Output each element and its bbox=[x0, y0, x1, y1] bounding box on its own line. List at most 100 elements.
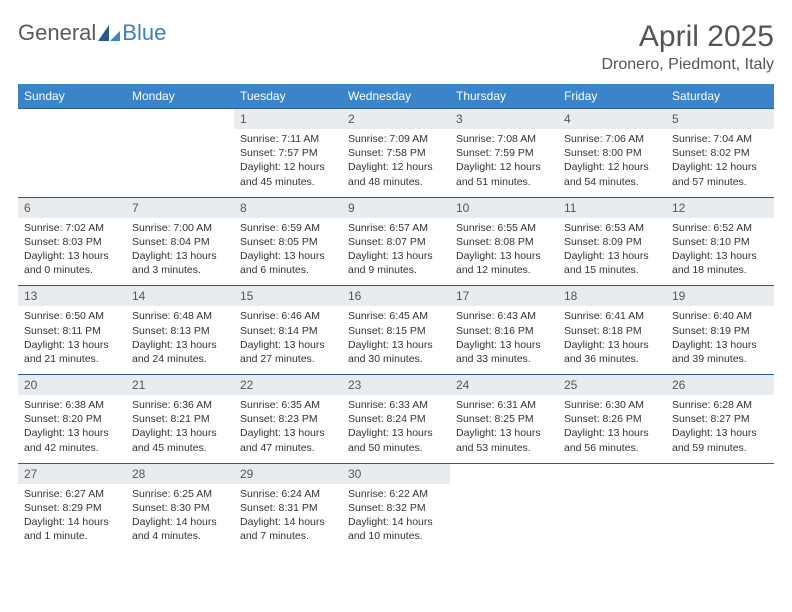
day-content: Sunrise: 6:50 AMSunset: 8:11 PMDaylight:… bbox=[18, 306, 126, 374]
day-cell: 3Sunrise: 7:08 AMSunset: 7:59 PMDaylight… bbox=[450, 109, 558, 198]
week-row: ..1Sunrise: 7:11 AMSunset: 7:57 PMDaylig… bbox=[18, 109, 774, 198]
daylight-text: Daylight: 13 hours and 42 minutes. bbox=[24, 426, 120, 454]
sunset-text: Sunset: 8:00 PM bbox=[564, 146, 660, 160]
day-content: Sunrise: 7:00 AMSunset: 8:04 PMDaylight:… bbox=[126, 218, 234, 286]
day-content: Sunrise: 6:31 AMSunset: 8:25 PMDaylight:… bbox=[450, 395, 558, 463]
day-number: 4 bbox=[558, 109, 666, 129]
sunrise-text: Sunrise: 6:28 AM bbox=[672, 398, 768, 412]
title-block: April 2025 Dronero, Piedmont, Italy bbox=[601, 20, 774, 74]
sunset-text: Sunset: 8:29 PM bbox=[24, 501, 120, 515]
day-content: Sunrise: 7:04 AMSunset: 8:02 PMDaylight:… bbox=[666, 129, 774, 197]
day-number: 11 bbox=[558, 198, 666, 218]
day-cell: 2Sunrise: 7:09 AMSunset: 7:58 PMDaylight… bbox=[342, 109, 450, 198]
sunset-text: Sunset: 8:21 PM bbox=[132, 412, 228, 426]
day-content: Sunrise: 6:55 AMSunset: 8:08 PMDaylight:… bbox=[450, 218, 558, 286]
day-cell: 30Sunrise: 6:22 AMSunset: 8:32 PMDayligh… bbox=[342, 463, 450, 551]
sunrise-text: Sunrise: 7:04 AM bbox=[672, 132, 768, 146]
day-cell: 1Sunrise: 7:11 AMSunset: 7:57 PMDaylight… bbox=[234, 109, 342, 198]
day-content: Sunrise: 7:08 AMSunset: 7:59 PMDaylight:… bbox=[450, 129, 558, 197]
day-cell: 15Sunrise: 6:46 AMSunset: 8:14 PMDayligh… bbox=[234, 286, 342, 375]
day-number: 23 bbox=[342, 375, 450, 395]
day-cell: 12Sunrise: 6:52 AMSunset: 8:10 PMDayligh… bbox=[666, 197, 774, 286]
daylight-text: Daylight: 13 hours and 18 minutes. bbox=[672, 249, 768, 277]
daylight-text: Daylight: 14 hours and 10 minutes. bbox=[348, 515, 444, 543]
sunrise-text: Sunrise: 7:08 AM bbox=[456, 132, 552, 146]
calendar-table: Sunday Monday Tuesday Wednesday Thursday… bbox=[18, 84, 774, 551]
day-content: Sunrise: 7:11 AMSunset: 7:57 PMDaylight:… bbox=[234, 129, 342, 197]
daylight-text: Daylight: 13 hours and 3 minutes. bbox=[132, 249, 228, 277]
sunset-text: Sunset: 8:09 PM bbox=[564, 235, 660, 249]
sunrise-text: Sunrise: 7:06 AM bbox=[564, 132, 660, 146]
sunset-text: Sunset: 8:26 PM bbox=[564, 412, 660, 426]
day-cell: 4 Sunrise: 7:06 AMSunset: 8:00 PMDaylight… bbox=[558, 109, 666, 198]
day-cell: . bbox=[126, 109, 234, 198]
day-cell: 7Sunrise: 7:00 AMSunset: 8:04 PMDaylight… bbox=[126, 197, 234, 286]
sunset-text: Sunset: 8:30 PM bbox=[132, 501, 228, 515]
day-number: 28 bbox=[126, 464, 234, 484]
sunrise-text: Sunrise: 6:48 AM bbox=[132, 309, 228, 323]
daylight-text: Daylight: 13 hours and 6 minutes. bbox=[240, 249, 336, 277]
sunset-text: Sunset: 8:27 PM bbox=[672, 412, 768, 426]
sunrise-text: Sunrise: 6:35 AM bbox=[240, 398, 336, 412]
daylight-text: Daylight: 13 hours and 30 minutes. bbox=[348, 338, 444, 366]
day-content: Sunrise: 6:22 AMSunset: 8:32 PMDaylight:… bbox=[342, 484, 450, 552]
daylight-text: Daylight: 13 hours and 15 minutes. bbox=[564, 249, 660, 277]
sunrise-text: Sunrise: 6:52 AM bbox=[672, 221, 768, 235]
sunrise-text: Sunrise: 6:31 AM bbox=[456, 398, 552, 412]
sunset-text: Sunset: 8:24 PM bbox=[348, 412, 444, 426]
sunrise-text: Sunrise: 7:11 AM bbox=[240, 132, 336, 146]
daylight-text: Daylight: 14 hours and 4 minutes. bbox=[132, 515, 228, 543]
sunrise-text: Sunrise: 6:25 AM bbox=[132, 487, 228, 501]
sunset-text: Sunset: 8:08 PM bbox=[456, 235, 552, 249]
sunrise-text: Sunrise: 6:33 AM bbox=[348, 398, 444, 412]
day-content: Sunrise: 6:52 AMSunset: 8:10 PMDaylight:… bbox=[666, 218, 774, 286]
day-number: 8 bbox=[234, 198, 342, 218]
day-content: Sunrise: 6:38 AMSunset: 8:20 PMDaylight:… bbox=[18, 395, 126, 463]
day-cell: 6Sunrise: 7:02 AMSunset: 8:03 PMDaylight… bbox=[18, 197, 126, 286]
daylight-text: Daylight: 13 hours and 27 minutes. bbox=[240, 338, 336, 366]
daylight-text: Daylight: 12 hours and 54 minutes. bbox=[564, 160, 660, 188]
week-row: 6Sunrise: 7:02 AMSunset: 8:03 PMDaylight… bbox=[18, 197, 774, 286]
sunrise-text: Sunrise: 6:30 AM bbox=[564, 398, 660, 412]
sunset-text: Sunset: 8:13 PM bbox=[132, 324, 228, 338]
day-number: 10 bbox=[450, 198, 558, 218]
day-number: 25 bbox=[558, 375, 666, 395]
day-cell: 26Sunrise: 6:28 AMSunset: 8:27 PMDayligh… bbox=[666, 375, 774, 464]
daylight-text: Daylight: 13 hours and 53 minutes. bbox=[456, 426, 552, 454]
daylight-text: Daylight: 13 hours and 50 minutes. bbox=[348, 426, 444, 454]
day-number: 17 bbox=[450, 286, 558, 306]
daylight-text: Daylight: 13 hours and 39 minutes. bbox=[672, 338, 768, 366]
sunset-text: Sunset: 8:11 PM bbox=[24, 324, 120, 338]
day-cell: 23 Sunrise: 6:33 AMSunset: 8:24 PMDayligh… bbox=[342, 375, 450, 464]
sunset-text: Sunset: 8:25 PM bbox=[456, 412, 552, 426]
day-number: 7 bbox=[126, 198, 234, 218]
logo-text-general: General bbox=[18, 20, 96, 46]
sunrise-text: Sunrise: 6:36 AM bbox=[132, 398, 228, 412]
sunset-text: Sunset: 8:04 PM bbox=[132, 235, 228, 249]
daylight-text: Daylight: 13 hours and 12 minutes. bbox=[456, 249, 552, 277]
daylight-text: Daylight: 13 hours and 45 minutes. bbox=[132, 426, 228, 454]
day-cell: 11Sunrise: 6:53 AMSunset: 8:09 PMDayligh… bbox=[558, 197, 666, 286]
day-content: Sunrise: 6:24 AMSunset: 8:31 PMDaylight:… bbox=[234, 484, 342, 552]
day-number: 15 bbox=[234, 286, 342, 306]
daylight-text: Daylight: 13 hours and 33 minutes. bbox=[456, 338, 552, 366]
sunrise-text: Sunrise: 7:00 AM bbox=[132, 221, 228, 235]
sunset-text: Sunset: 8:18 PM bbox=[564, 324, 660, 338]
sunset-text: Sunset: 8:15 PM bbox=[348, 324, 444, 338]
day-number: 20 bbox=[18, 375, 126, 395]
sunset-text: Sunset: 8:31 PM bbox=[240, 501, 336, 515]
sunset-text: Sunset: 8:10 PM bbox=[672, 235, 768, 249]
day-number: 6 bbox=[18, 198, 126, 218]
day-content: Sunrise: 6:30 AMSunset: 8:26 PMDaylight:… bbox=[558, 395, 666, 463]
sunset-text: Sunset: 8:16 PM bbox=[456, 324, 552, 338]
day-content: Sunrise: 6:48 AMSunset: 8:13 PMDaylight:… bbox=[126, 306, 234, 374]
day-number: 9 bbox=[342, 198, 450, 218]
sunset-text: Sunset: 8:19 PM bbox=[672, 324, 768, 338]
day-content: Sunrise: 6:46 AMSunset: 8:14 PMDaylight:… bbox=[234, 306, 342, 374]
sunrise-text: Sunrise: 6:59 AM bbox=[240, 221, 336, 235]
day-number: 12 bbox=[666, 198, 774, 218]
sunrise-text: Sunrise: 6:40 AM bbox=[672, 309, 768, 323]
sunrise-text: Sunrise: 6:41 AM bbox=[564, 309, 660, 323]
day-number: 24 bbox=[450, 375, 558, 395]
daylight-text: Daylight: 12 hours and 57 minutes. bbox=[672, 160, 768, 188]
